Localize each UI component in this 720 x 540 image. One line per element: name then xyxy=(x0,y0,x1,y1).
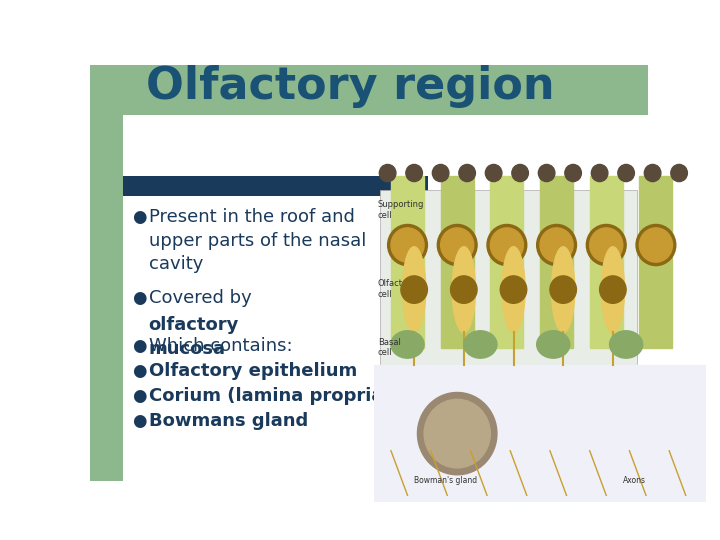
Circle shape xyxy=(459,165,475,181)
Text: Which contains:: Which contains: xyxy=(148,337,292,355)
Circle shape xyxy=(500,276,527,303)
Circle shape xyxy=(433,165,449,181)
Text: ●: ● xyxy=(132,362,146,380)
Circle shape xyxy=(590,228,623,262)
FancyBboxPatch shape xyxy=(124,114,648,481)
Text: Supporting
cell: Supporting cell xyxy=(378,200,424,220)
Ellipse shape xyxy=(601,247,624,333)
Bar xyxy=(540,177,573,348)
Circle shape xyxy=(540,228,573,262)
Text: Axons: Axons xyxy=(623,476,646,485)
Text: Basal
cell: Basal cell xyxy=(378,338,400,357)
Circle shape xyxy=(536,225,577,266)
Ellipse shape xyxy=(502,247,525,333)
Ellipse shape xyxy=(536,330,570,358)
Ellipse shape xyxy=(610,330,643,358)
Circle shape xyxy=(618,165,634,181)
Bar xyxy=(490,177,523,348)
Bar xyxy=(391,177,424,348)
Circle shape xyxy=(379,165,396,181)
Bar xyxy=(374,365,706,502)
Bar xyxy=(639,177,672,348)
Text: Bowmans gland: Bowmans gland xyxy=(148,412,308,430)
Circle shape xyxy=(406,165,423,181)
Circle shape xyxy=(512,165,528,181)
Circle shape xyxy=(550,276,577,303)
FancyBboxPatch shape xyxy=(124,176,428,196)
Circle shape xyxy=(490,228,523,262)
Text: Covered by: Covered by xyxy=(148,289,257,307)
Text: ●: ● xyxy=(132,337,146,355)
Circle shape xyxy=(636,225,676,266)
Circle shape xyxy=(401,276,428,303)
Circle shape xyxy=(639,228,672,262)
Text: Corium (lamina propria): Corium (lamina propria) xyxy=(148,387,391,405)
Circle shape xyxy=(600,276,626,303)
Ellipse shape xyxy=(464,330,497,358)
Text: ●: ● xyxy=(132,208,146,226)
Text: Olfactory epithelium: Olfactory epithelium xyxy=(148,362,357,380)
Text: Olfactory region: Olfactory region xyxy=(145,65,554,109)
FancyBboxPatch shape xyxy=(124,65,648,140)
Text: Olfactory
cell: Olfactory cell xyxy=(378,279,416,299)
Circle shape xyxy=(391,228,424,262)
Circle shape xyxy=(437,225,477,266)
Ellipse shape xyxy=(452,247,475,333)
Circle shape xyxy=(671,165,688,181)
Bar xyxy=(441,177,474,348)
Circle shape xyxy=(591,165,608,181)
Circle shape xyxy=(387,225,428,266)
Circle shape xyxy=(487,225,527,266)
Circle shape xyxy=(644,165,661,181)
Text: Bowman's gland: Bowman's gland xyxy=(414,476,477,485)
Ellipse shape xyxy=(402,247,426,333)
Text: ●: ● xyxy=(132,289,146,307)
Circle shape xyxy=(539,165,555,181)
Circle shape xyxy=(485,165,502,181)
Ellipse shape xyxy=(391,330,424,358)
Circle shape xyxy=(565,165,582,181)
Circle shape xyxy=(451,276,477,303)
Circle shape xyxy=(418,393,497,475)
Circle shape xyxy=(424,399,490,468)
Ellipse shape xyxy=(552,247,575,333)
Text: ●: ● xyxy=(132,412,146,430)
Text: olfactory
mucosa: olfactory mucosa xyxy=(148,316,239,358)
Text: ●: ● xyxy=(132,387,146,405)
Text: Copyright ©2006 by The McGraw-Hill Companies, Inc.
All rights reserved.: Copyright ©2006 by The McGraw-Hill Compa… xyxy=(386,455,575,468)
Text: Present in the roof and
upper parts of the nasal
cavity: Present in the roof and upper parts of t… xyxy=(148,208,366,273)
FancyBboxPatch shape xyxy=(380,190,637,451)
FancyBboxPatch shape xyxy=(90,65,124,481)
Circle shape xyxy=(586,225,626,266)
Circle shape xyxy=(441,228,474,262)
Bar xyxy=(590,177,623,348)
